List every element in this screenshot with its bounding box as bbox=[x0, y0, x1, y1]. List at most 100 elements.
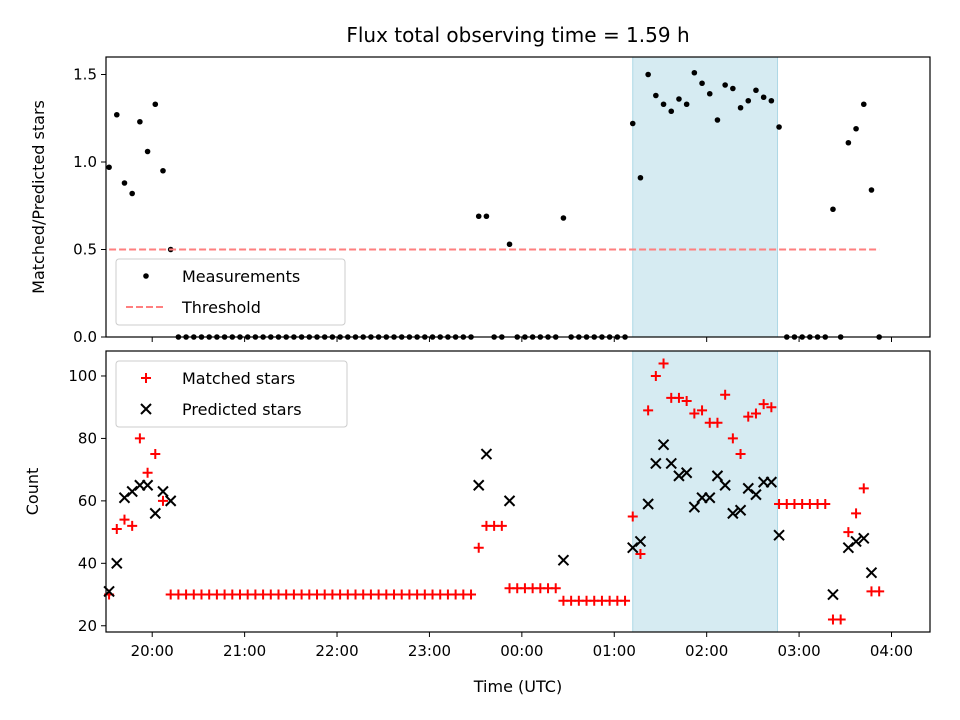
data-point bbox=[827, 588, 839, 601]
data-point bbox=[691, 69, 698, 76]
data-point bbox=[645, 71, 651, 78]
axes-frame bbox=[105, 56, 931, 338]
data-point bbox=[627, 541, 639, 554]
data-point bbox=[868, 187, 875, 193]
data-point bbox=[152, 101, 159, 108]
data-point bbox=[111, 557, 123, 570]
data-point bbox=[830, 206, 836, 213]
data-point bbox=[668, 108, 675, 115]
x-tick-label: 02:00 bbox=[685, 642, 728, 660]
data-point bbox=[134, 433, 145, 444]
y-tick-label: 20 bbox=[78, 617, 97, 635]
data-point bbox=[157, 485, 169, 498]
series-matched-stars bbox=[104, 358, 885, 625]
data-point bbox=[126, 485, 138, 498]
data-point bbox=[106, 164, 112, 171]
data-point bbox=[874, 586, 885, 597]
data-point bbox=[657, 438, 670, 451]
data-point bbox=[119, 514, 130, 525]
data-point bbox=[773, 529, 785, 541]
data-point bbox=[129, 190, 135, 197]
data-point bbox=[745, 97, 752, 104]
data-point bbox=[627, 511, 638, 522]
data-point bbox=[776, 124, 782, 130]
bottom-panel: 20 40 60 80 100 20:00 21:00 22:00 23:00 00:00 01:0… bbox=[23, 350, 931, 660]
data-point bbox=[768, 97, 775, 104]
data-point bbox=[689, 408, 700, 419]
data-point bbox=[557, 554, 570, 566]
data-point bbox=[753, 87, 759, 94]
series-predicted-stars bbox=[103, 438, 878, 601]
data-point bbox=[141, 479, 154, 491]
legend-label: Threshold bbox=[181, 298, 261, 317]
data-point bbox=[683, 101, 690, 108]
data-point bbox=[650, 457, 662, 470]
data-point bbox=[137, 118, 143, 125]
data-point bbox=[845, 139, 852, 146]
x-tick-label: 04:00 bbox=[870, 642, 913, 660]
data-point bbox=[688, 501, 701, 513]
data-point bbox=[496, 520, 507, 531]
legend-swatch bbox=[140, 403, 152, 415]
y-tick-label: 100 bbox=[68, 367, 97, 385]
y-tick-label: 1.5 bbox=[73, 66, 97, 84]
legend-swatch bbox=[141, 373, 151, 383]
data-point bbox=[475, 213, 482, 220]
data-point bbox=[673, 392, 684, 403]
x-axis-label: Time (UTC) bbox=[473, 677, 562, 696]
data-point bbox=[722, 82, 728, 88]
data-point bbox=[734, 504, 747, 516]
data-point bbox=[149, 507, 161, 520]
highlight-span bbox=[632, 350, 779, 633]
data-point bbox=[699, 80, 705, 87]
data-point bbox=[730, 85, 736, 92]
data-point bbox=[860, 101, 867, 108]
data-point bbox=[620, 595, 631, 606]
legend-label: Matched stars bbox=[182, 369, 295, 388]
data-point bbox=[697, 405, 708, 416]
data-point bbox=[719, 479, 731, 491]
data-point bbox=[680, 467, 693, 479]
highlight-span bbox=[632, 56, 779, 338]
data-point bbox=[113, 111, 120, 118]
x-tick-label: 20:00 bbox=[131, 642, 174, 660]
x-tick-label: 22:00 bbox=[315, 642, 358, 660]
data-point bbox=[681, 395, 692, 406]
data-point bbox=[473, 479, 485, 491]
data-point bbox=[704, 492, 716, 504]
axes-frame bbox=[105, 350, 931, 633]
data-point bbox=[665, 457, 677, 470]
data-point bbox=[635, 548, 646, 559]
data-point bbox=[643, 405, 654, 416]
data-point bbox=[164, 495, 177, 507]
data-point bbox=[720, 389, 731, 400]
data-point bbox=[865, 566, 878, 579]
data-point bbox=[850, 535, 862, 548]
data-point bbox=[111, 523, 122, 534]
legend-label: Predicted stars bbox=[182, 400, 302, 419]
data-point bbox=[851, 508, 862, 519]
data-point bbox=[503, 495, 516, 507]
x-tick-label: 21:00 bbox=[223, 642, 266, 660]
y-tick-label: 0.5 bbox=[73, 241, 97, 259]
y-tick-label: 60 bbox=[78, 492, 97, 510]
legend: Measurements Threshold bbox=[115, 258, 346, 326]
data-point bbox=[835, 614, 846, 625]
data-point bbox=[765, 476, 778, 488]
data-point bbox=[858, 532, 870, 545]
data-point bbox=[629, 120, 636, 127]
data-point bbox=[766, 402, 777, 413]
data-point bbox=[142, 467, 153, 478]
data-point bbox=[735, 449, 746, 460]
data-point bbox=[642, 498, 654, 510]
x-tick-label: 00:00 bbox=[500, 642, 543, 660]
data-point bbox=[650, 370, 661, 381]
top-panel: 0.0 0.5 1.0 1.5 Matched/Predicted stars Measu… bbox=[29, 56, 931, 346]
data-point bbox=[676, 96, 682, 102]
data-point bbox=[750, 488, 762, 501]
data-point bbox=[750, 408, 761, 419]
data-point bbox=[760, 94, 767, 101]
data-point bbox=[742, 482, 754, 495]
y-tick-label: 80 bbox=[78, 429, 97, 447]
